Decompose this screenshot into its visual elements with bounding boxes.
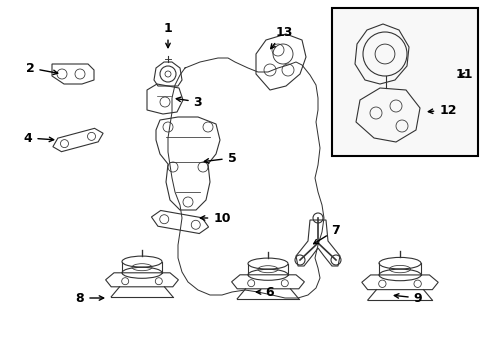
- Text: 12: 12: [427, 104, 456, 117]
- Text: 8: 8: [76, 292, 103, 305]
- Text: 4: 4: [23, 131, 54, 144]
- Text: 1: 1: [163, 22, 172, 48]
- Text: 2: 2: [25, 62, 58, 75]
- Text: 7: 7: [313, 224, 340, 244]
- Bar: [331, 8, 477, 156]
- Text: 11: 11: [454, 68, 472, 81]
- Text: 6: 6: [256, 285, 274, 298]
- Text: 3: 3: [176, 95, 202, 108]
- Text: 5: 5: [204, 152, 236, 165]
- Text: 9: 9: [393, 292, 422, 305]
- Text: 10: 10: [200, 211, 230, 225]
- Text: 13: 13: [270, 26, 292, 49]
